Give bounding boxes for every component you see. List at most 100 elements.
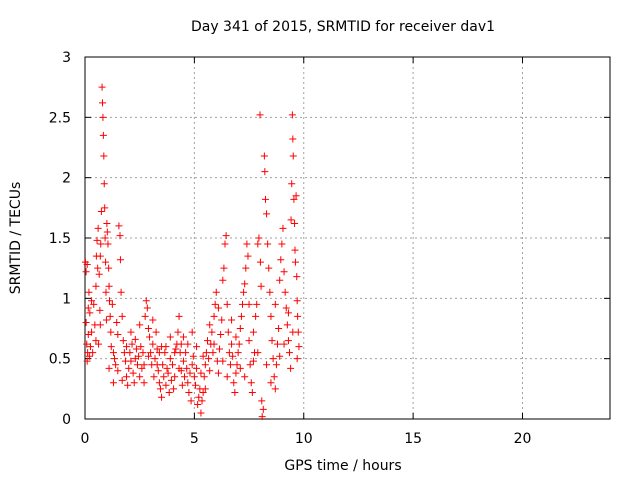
y-tick-label: 0.5 [49,352,71,368]
data-point [188,328,196,336]
data-point [261,168,269,176]
data-point [226,361,234,369]
data-point [141,312,149,320]
data-point [291,258,299,266]
data-point [85,352,93,360]
data-point [197,409,205,417]
data-point [198,397,206,405]
data-point [83,357,91,365]
data-point [97,207,105,215]
data-point [276,276,284,284]
data-point [96,321,104,329]
data-point [118,376,126,384]
data-point [116,256,124,264]
data-point [112,361,120,369]
data-point [225,349,233,357]
data-point [289,152,297,160]
data-point [114,367,122,375]
data-point [134,361,141,369]
data-point [126,349,134,357]
data-point [280,268,288,276]
data-point [99,113,107,121]
data-point [280,340,288,348]
data-point [284,337,292,345]
data-point [104,240,112,248]
data-point [241,373,249,381]
data-point [139,349,147,357]
data-point [125,364,133,372]
data-point [118,312,126,320]
data-point [201,361,209,369]
data-point [293,273,301,281]
data-point [210,340,218,348]
y-tick-label: 3 [62,50,71,66]
data-point [130,379,138,387]
data-point [100,152,108,160]
data-point [193,364,201,372]
data-point [228,340,236,348]
data-point [105,364,113,372]
data-point [102,258,110,266]
data-point [254,349,262,357]
y-axis: 0 0.5 1 1.5 2 2.5 3 [49,50,610,428]
data-point [101,234,109,242]
data-point [200,373,208,381]
y-tick-label: 2 [62,171,71,187]
data-point [214,369,222,377]
data-point [182,349,190,357]
data-point [258,413,266,421]
data-point [169,361,176,369]
data-point [102,316,110,324]
x-tick-label: 20 [514,431,532,447]
data-point [103,228,111,236]
data-point [260,152,268,160]
data-point [127,328,135,336]
data-point [232,333,240,341]
data-point [140,379,148,387]
data-point [103,220,111,228]
data-point [99,99,106,107]
data-point [186,369,194,377]
data-point [230,379,238,387]
data-point [160,373,168,381]
data-point [263,361,271,369]
data-point [281,288,289,296]
data-point [96,306,104,314]
data-point [211,300,219,308]
data-point [95,270,103,278]
chart-title: Day 341 of 2015, SRMTID for receiver dav… [191,19,495,35]
data-point [261,195,269,203]
data-point [290,195,298,203]
data-point [254,240,262,248]
data-point [258,397,266,405]
data-point [271,385,279,393]
data-point [101,204,109,212]
data-point [193,343,201,351]
data-point [98,83,106,91]
data-point [92,337,100,345]
data-point [219,276,227,284]
data-point [84,304,92,312]
data-point [164,369,172,377]
data-point [277,256,285,264]
data-point [199,352,207,360]
data-point [185,388,193,396]
data-point [165,388,173,396]
data-point [151,355,159,363]
data-point [216,345,224,353]
data-point [236,364,244,372]
data-point [278,240,286,248]
data-point [228,316,236,324]
data-point [272,361,280,369]
data-point [178,381,186,389]
data-points [81,83,303,421]
data-point [105,282,113,290]
data-point [218,316,226,324]
data-point [293,297,301,305]
data-point [217,331,225,339]
data-point [274,340,281,348]
data-point [106,312,114,320]
x-axis-label: GPS time / hours [284,458,401,474]
data-point [174,328,182,336]
data-point [86,343,94,351]
